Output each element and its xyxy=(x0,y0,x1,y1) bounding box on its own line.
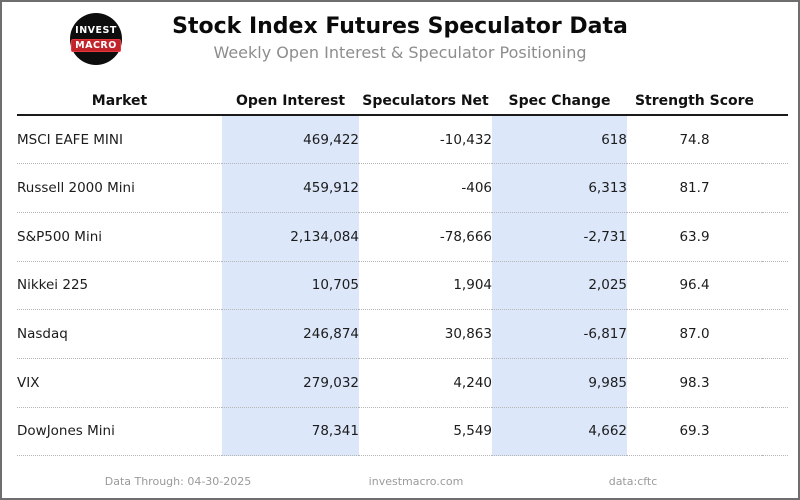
speculators-net-value: 1,904 xyxy=(453,277,492,294)
column-header-spec-change: Spec Change xyxy=(508,92,611,109)
strength-score-value: 63.9 xyxy=(679,228,710,245)
table-row: VIX 279,032 4,240 9,985 98.3 xyxy=(17,358,788,408)
table-row: MSCI EAFE MINI 469,422 -10,432 618 74.8 xyxy=(17,115,788,164)
strength-score-value: 87.0 xyxy=(679,326,710,343)
table-row: Nasdaq 246,874 30,863 -6,817 87.0 xyxy=(17,309,788,359)
market-name: VIX xyxy=(17,374,40,391)
speculators-net-value: 4,240 xyxy=(453,374,492,391)
page-title: Stock Index Futures Speculator Data xyxy=(172,14,628,39)
footer-data-source: data:cftc xyxy=(608,475,658,488)
speculators-net-value: -78,666 xyxy=(439,228,492,245)
footer-website: investmacro.com xyxy=(368,475,464,488)
table-header-row: Market Open Interest Speculators Net Spe… xyxy=(17,87,788,115)
open-interest-value: 78,341 xyxy=(222,407,359,456)
column-header-spacer xyxy=(762,87,788,115)
strength-score-value: 96.4 xyxy=(679,277,710,294)
open-interest-value: 459,912 xyxy=(222,163,359,213)
strength-score-value: 69.3 xyxy=(679,423,710,440)
market-name: DowJones Mini xyxy=(17,423,115,440)
strength-score-value: 81.7 xyxy=(679,180,710,197)
open-interest-value: 246,874 xyxy=(222,309,359,359)
speculators-net-value: 5,549 xyxy=(453,423,492,440)
table-row: Russell 2000 Mini 459,912 -406 6,313 81.… xyxy=(17,163,788,213)
strength-score-value: 98.3 xyxy=(679,374,710,391)
logo-text-invest: INVEST xyxy=(75,25,117,37)
market-name: Russell 2000 Mini xyxy=(17,180,135,197)
speculator-data-table: Market Open Interest Speculators Net Spe… xyxy=(17,87,788,456)
column-header-speculators-net: Speculators Net xyxy=(362,92,489,109)
footer-data-through: Data Through: 04-30-2025 xyxy=(104,475,252,488)
column-header-strength-score: Strength Score xyxy=(634,92,755,109)
open-interest-value: 279,032 xyxy=(222,358,359,408)
spec-change-value: -2,731 xyxy=(492,212,627,262)
spec-change-value: 4,662 xyxy=(492,407,627,456)
open-interest-value: 2,134,084 xyxy=(222,212,359,262)
market-name: S&P500 Mini xyxy=(17,228,103,245)
logo-text-macro: MACRO xyxy=(71,38,121,52)
table-row: Nikkei 225 10,705 1,904 2,025 96.4 xyxy=(17,261,788,310)
column-header-open-interest: Open Interest xyxy=(235,92,346,109)
market-name: Nikkei 225 xyxy=(17,277,89,294)
speculators-net-value: -406 xyxy=(461,180,492,197)
strength-score-value: 74.8 xyxy=(679,131,710,148)
table-row: S&P500 Mini 2,134,084 -78,666 -2,731 63.… xyxy=(17,212,788,262)
table-row: DowJones Mini 78,341 5,549 4,662 69.3 xyxy=(17,407,788,456)
market-name: Nasdaq xyxy=(17,326,68,343)
spec-change-value: -6,817 xyxy=(492,309,627,359)
spec-change-value: 6,313 xyxy=(492,163,627,213)
speculators-net-value: 30,863 xyxy=(444,326,492,343)
investmacro-logo-icon: INVEST MACRO xyxy=(70,13,122,65)
open-interest-value: 469,422 xyxy=(222,115,359,164)
spec-change-value: 2,025 xyxy=(492,261,627,310)
spec-change-value: 618 xyxy=(492,115,627,164)
market-name: MSCI EAFE MINI xyxy=(17,131,123,148)
speculators-net-value: -10,432 xyxy=(439,131,492,148)
column-header-market: Market xyxy=(91,92,148,109)
header: Stock Index Futures Speculator Data Week… xyxy=(2,14,798,62)
spec-change-value: 9,985 xyxy=(492,358,627,408)
page-subtitle: Weekly Open Interest & Speculator Positi… xyxy=(213,43,587,62)
open-interest-value: 10,705 xyxy=(222,261,359,310)
